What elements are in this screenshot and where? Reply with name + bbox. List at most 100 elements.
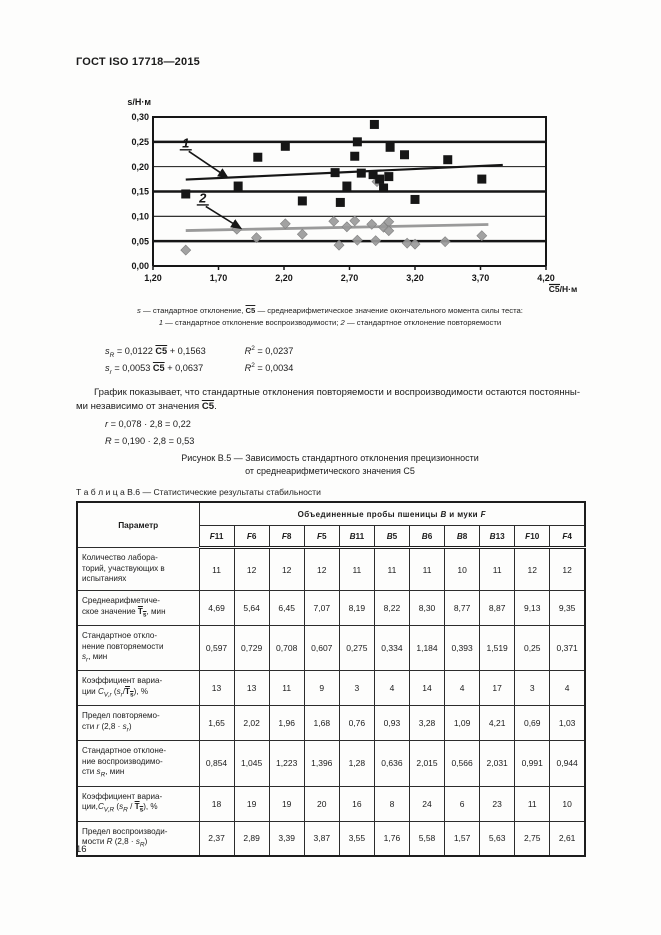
table-cell: 11 [268, 670, 305, 707]
table-cell: 12 [233, 546, 270, 592]
table-cell: 0,636 [373, 740, 410, 787]
limit-equations: r = 0,078 · 2,8 = 0,22 R = 0,190 · 2,8 =… [105, 416, 194, 450]
table-cell: 0,25 [514, 624, 551, 672]
table-cell: 2,02 [233, 705, 270, 742]
table-cell: 0,334 [373, 624, 410, 672]
table-cell: 0,607 [303, 624, 340, 672]
table-body: Количество лабора-торий, участвующих в ис… [76, 546, 586, 857]
table-cell: 4 [444, 670, 481, 707]
table-cell: 0,93 [373, 705, 410, 742]
row-label: Предел воспроизводи-мости R (2,8 · sR) [76, 820, 200, 857]
row-label: Коэффициент вариа-ции CV,r (sr/Ts), % [76, 670, 200, 707]
svg-text:4,20: 4,20 [537, 273, 555, 283]
equation-sr: sr = 0,0053 C5 + 0,0637 R2 = 0,0034 [105, 362, 294, 377]
table-cell: 1,519 [479, 624, 516, 672]
table-cell: 1,68 [303, 705, 340, 742]
table-cell: 6 [444, 785, 481, 822]
table-title: Т а б л и ц а В.6 — Статистические резул… [76, 487, 321, 497]
table-cell: 11 [338, 546, 375, 592]
figure-caption-line2: от среднеарифметического значения С5 [245, 465, 415, 476]
table-cell: 0,69 [514, 705, 551, 742]
svg-text:0,15: 0,15 [131, 187, 149, 197]
table-cell: 1,76 [373, 820, 410, 857]
table-row: Коэффициент вариа-ции,CV,R (sR / Ts), % 1… [76, 785, 586, 822]
table-cell: 2,031 [479, 740, 516, 787]
table-cell: 0,275 [338, 624, 375, 672]
table-cell: 20 [303, 785, 340, 822]
table-cell: 0,708 [268, 624, 305, 672]
table-cell: 8,19 [338, 590, 375, 626]
table-cell: 1,03 [549, 705, 586, 742]
table-row: Предел воспроизводи-мости R (2,8 · sR) 2,… [76, 820, 586, 857]
table-cell: 1,223 [268, 740, 305, 787]
column-header: F4 [549, 525, 586, 549]
precision-chart: 0,30 0,25 0,20 0,15 0,10 0,05 0,00 1,20 1,70 2,20… [113, 92, 599, 300]
stability-table: Параметр Объединенные пробы пшеницы В и … [76, 501, 586, 858]
figure-caption: Рисунок В.5 — Зависимость стандартного о… [66, 452, 594, 477]
table-row: Количество лабора-торий, участвующих в ис… [76, 546, 586, 592]
table-cell: 18 [198, 785, 235, 822]
table-cell: 8,77 [444, 590, 481, 626]
column-header: В8 [444, 525, 481, 549]
table-cell: 8,30 [408, 590, 446, 626]
table-cell: 0,566 [444, 740, 481, 787]
column-header: F6 [233, 525, 270, 549]
table-cell: 12 [268, 546, 305, 592]
table-cell: 4,69 [198, 590, 235, 626]
table-cell: 0,393 [444, 624, 481, 672]
table-cell: 1,65 [198, 705, 235, 742]
row-label: Среднеарифметиче-ское значение Ts, мин [76, 590, 200, 626]
equation-r-limit: r = 0,078 · 2,8 = 0,22 [105, 419, 191, 429]
table-row: Среднеарифметиче-ское значение Ts, мин 4,… [76, 590, 586, 626]
table-cell: 4,21 [479, 705, 516, 742]
table-cell: 3,28 [408, 705, 446, 742]
param-header: Параметр [76, 501, 200, 548]
table-row: Стандартное отклоне-ние воспроизводимо-с… [76, 740, 586, 787]
table-cell: 12 [549, 546, 586, 592]
svg-text:s/Н·м: s/Н·м [127, 97, 151, 107]
regression-equations: sR = 0,0122 C5 + 0,1563 R2 = 0,0237 sr =… [105, 344, 293, 379]
body-paragraph: График показывает, что стандартные откло… [76, 387, 581, 412]
row-label: Количество лабора-торий, участвующих в ис… [76, 546, 200, 592]
table-cell: 0,76 [338, 705, 375, 742]
svg-text:0,00: 0,00 [131, 261, 149, 271]
chart-caption-line1: s — стандартное отклонение, C5 — среднеа… [137, 306, 523, 315]
table-cell: 8,22 [373, 590, 410, 626]
table-cell: 16 [338, 785, 375, 822]
table-cell: 2,61 [549, 820, 586, 857]
table-cell: 8,87 [479, 590, 516, 626]
row-label: Коэффициент вариа-ции,CV,R (sR / Ts), % [76, 785, 200, 822]
table-cell: 0,991 [514, 740, 551, 787]
table-cell: 9,35 [549, 590, 586, 626]
chart-caption: s — стандартное отклонение, C5 — среднеа… [66, 305, 594, 328]
table-cell: 1,396 [303, 740, 340, 787]
table-cell: 4 [373, 670, 410, 707]
table-cell: 1,28 [338, 740, 375, 787]
table-cell: 1,09 [444, 705, 481, 742]
table-cell: 0,729 [233, 624, 270, 672]
table-cell: 11 [373, 546, 410, 592]
figure-caption-line1: Рисунок В.5 — Зависимость стандартного о… [181, 453, 479, 463]
svg-text:C5/Н·м: C5/Н·м [549, 284, 577, 294]
table-cell: 9 [303, 670, 340, 707]
table-cell: 10 [549, 785, 586, 822]
table-cell: 11 [198, 546, 235, 592]
table-cell: 2,75 [514, 820, 551, 857]
table-cell: 23 [479, 785, 516, 822]
chart-caption-line2: 1 — стандартное отклонение воспроизводим… [158, 317, 502, 327]
table-cell: 3,39 [268, 820, 305, 857]
row-label: Предел повторяемо-сти r (2,8 · sr) [76, 705, 200, 742]
svg-text:2,20: 2,20 [275, 273, 293, 283]
table-cell: 5,58 [408, 820, 446, 857]
column-header: В5 [373, 525, 410, 549]
scatter-plot: 0,30 0,25 0,20 0,15 0,10 0,05 0,00 1,20 1,70 2,20… [127, 97, 577, 294]
column-header: F11 [198, 525, 235, 549]
table-cell: 2,37 [198, 820, 235, 857]
group-header: Объединенные пробы пшеницы В и муки F [198, 501, 586, 526]
svg-text:1: 1 [182, 135, 189, 150]
table-cell: 0,854 [198, 740, 235, 787]
table-cell: 12 [303, 546, 340, 592]
table-cell: 1,184 [408, 624, 446, 672]
table-cell: 12 [514, 546, 551, 592]
table-row: Стандартное откло-нение повторяемости sr,… [76, 624, 586, 672]
